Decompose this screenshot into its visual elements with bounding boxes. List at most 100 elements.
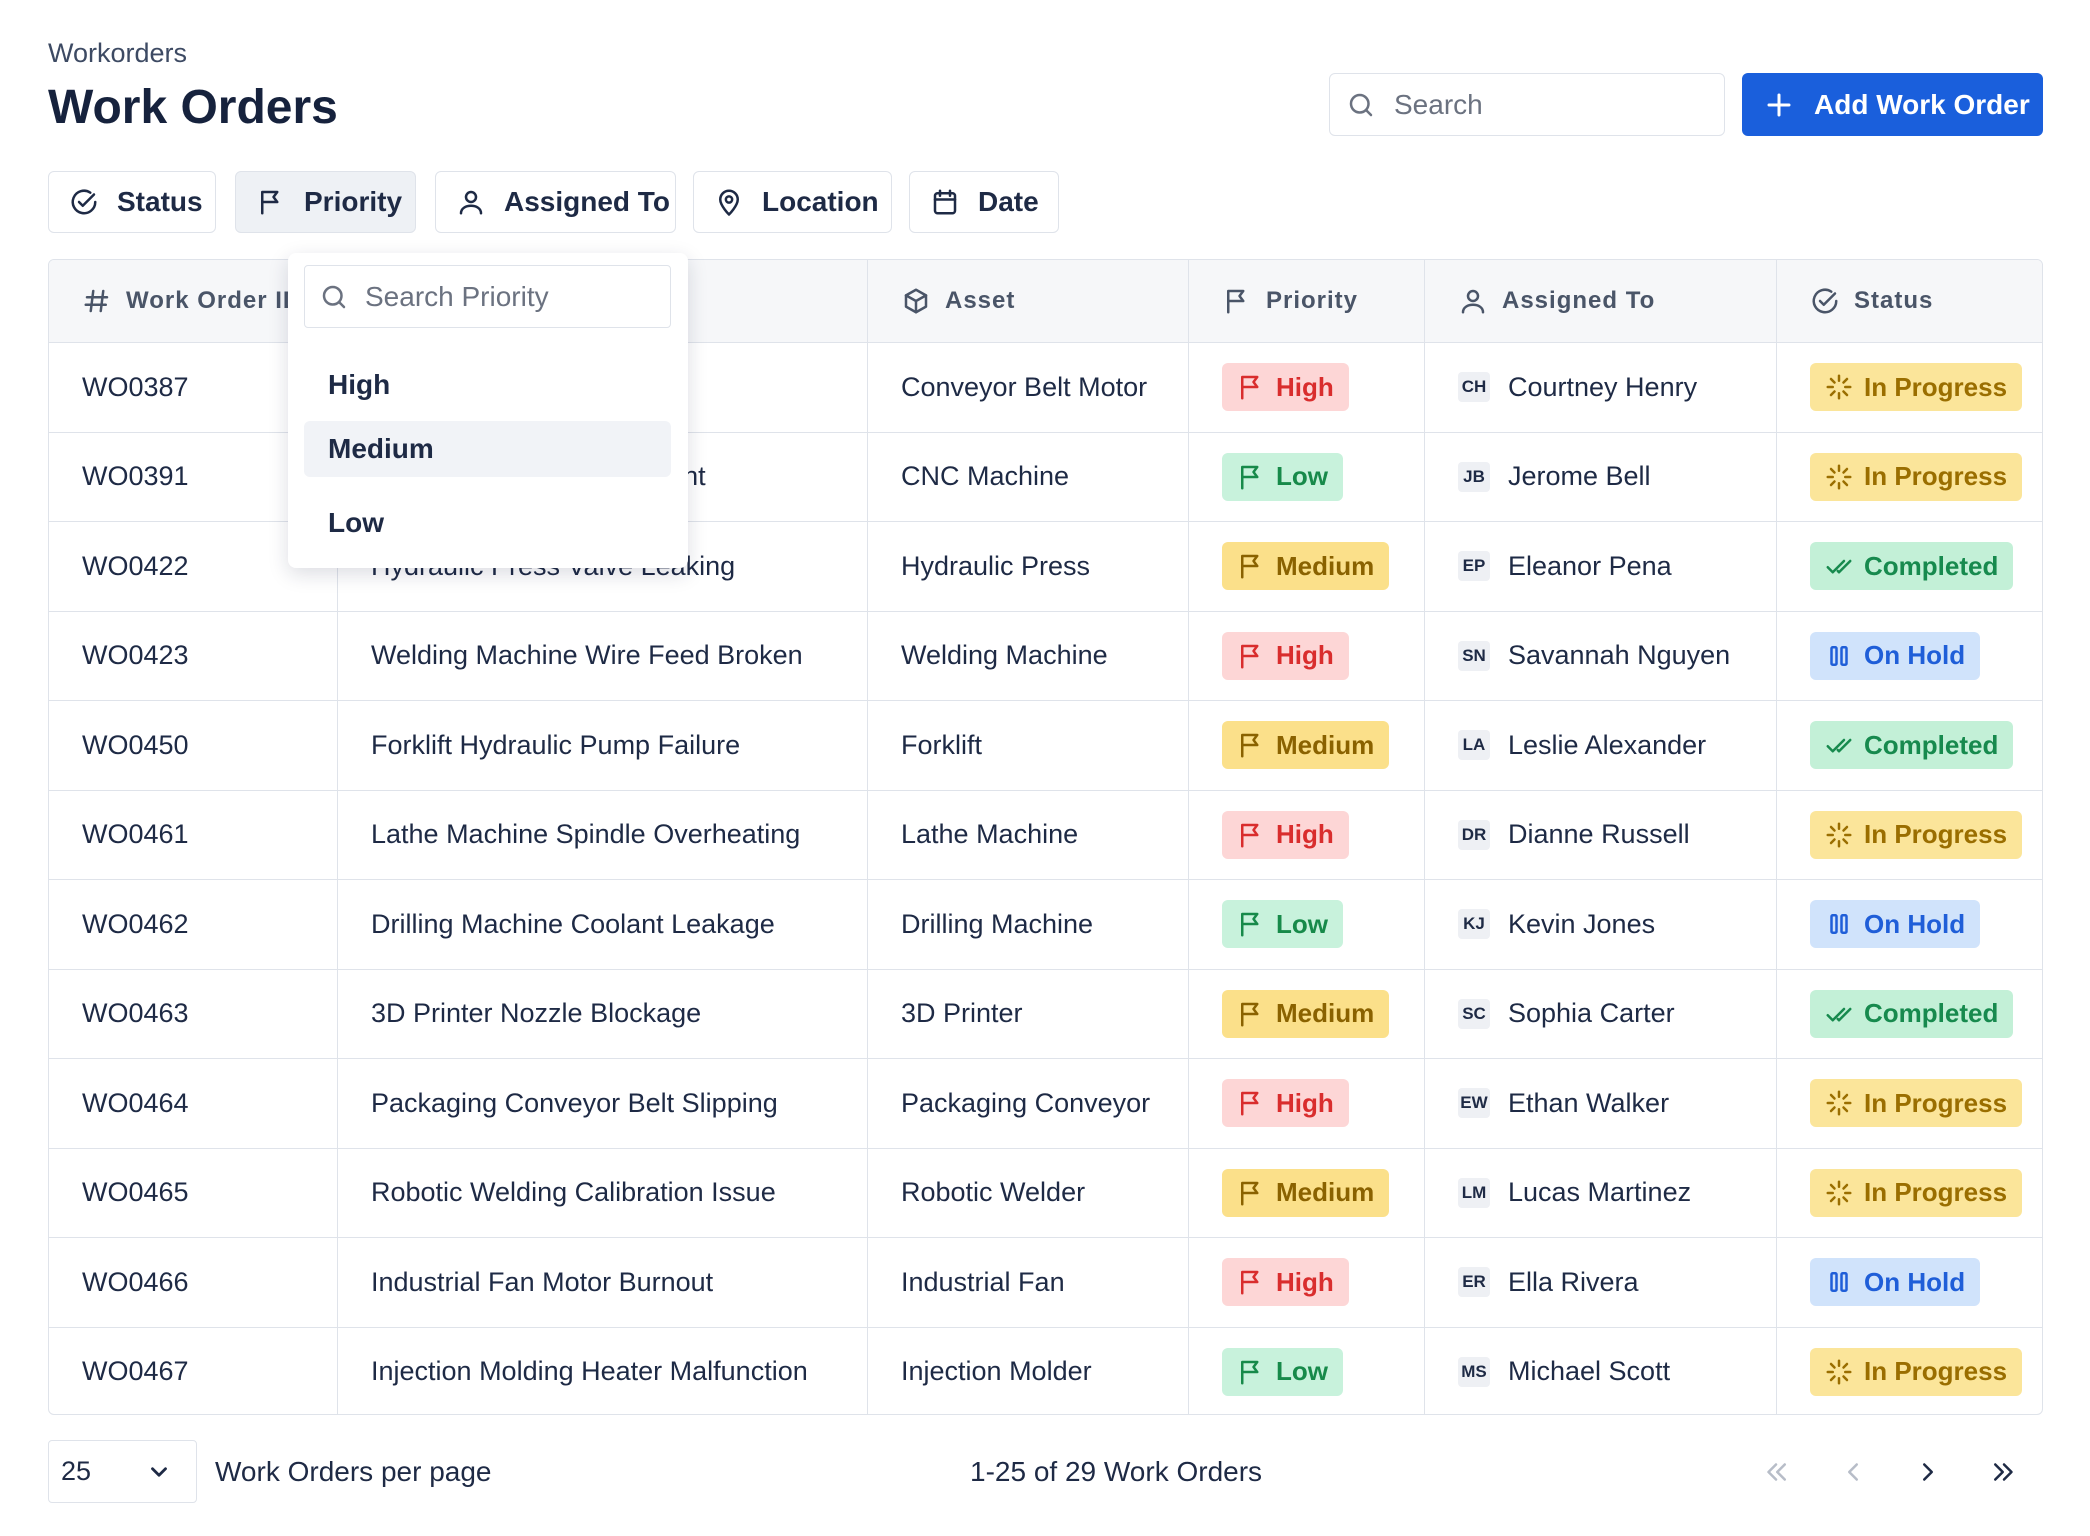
table-row[interactable]: WO0464 Packaging Conveyor Belt Slipping Pa… (49, 1058, 2042, 1148)
table-cell: In Progress (1777, 433, 2042, 522)
table-cell: EW Ethan Walker (1425, 1059, 1777, 1148)
dropdown-option[interactable]: High (328, 369, 391, 400)
table-cell: WO0464 (49, 1059, 338, 1148)
prev-page[interactable] (1838, 1457, 1868, 1487)
work-order-title: Industrial Fan Motor Burnout (371, 1266, 714, 1297)
breadcrumb[interactable]: Workorders (48, 38, 188, 68)
table-cell: SN Savannah Nguyen (1425, 611, 1777, 700)
table-cell: Completed (1777, 701, 2042, 790)
status-label: In Progress (1864, 461, 2008, 492)
table-cell: Low (1189, 1327, 1425, 1414)
assignee: Jerome Bell (1508, 461, 1651, 492)
table-cell: JB Jerome Bell (1425, 432, 1777, 521)
table-cell: On Hold (1777, 880, 2042, 969)
asset: Robotic Welder (901, 1177, 1086, 1208)
filter-button[interactable]: Location (693, 171, 892, 233)
table-row[interactable]: WO0466 Industrial Fan Motor Burnout Indust… (49, 1237, 2042, 1327)
avatar: DR (1458, 819, 1490, 850)
work-order-id: WO0450 (82, 729, 189, 760)
avatar: SC (1458, 998, 1490, 1029)
filter-label: Assigned To (504, 186, 670, 217)
table-cell: Medium (1189, 1148, 1425, 1237)
table-row[interactable]: WO0423 Welding Machine Wire Feed Broken We… (49, 610, 2042, 700)
dropdown-option[interactable]: Low (328, 507, 384, 538)
table-cell: Packaging Conveyor (868, 1059, 1189, 1148)
status-label: In Progress (1864, 1356, 2008, 1387)
asset: 3D Printer (901, 998, 1023, 1029)
table-row[interactable]: WO0463 3D Printer Nozzle Blockage 3D Print… (49, 968, 2042, 1058)
search-placeholder: Search (1394, 88, 1483, 120)
page-size-select[interactable]: 25 (48, 1440, 197, 1503)
table-cell: On Hold (1777, 1238, 2042, 1327)
column-header: Priority (1189, 260, 1425, 342)
work-order-id: WO0462 (82, 908, 189, 939)
table-cell: Lathe Machine (868, 790, 1189, 879)
filter-button[interactable]: Priority (235, 171, 416, 233)
table-row[interactable]: WO0465 Robotic Welding Calibration Issue R… (49, 1147, 2042, 1237)
dropdown-option[interactable]: Medium (304, 421, 671, 477)
column-header: Status (1777, 260, 2042, 342)
status-badge: In Progress (1810, 452, 2023, 501)
table-cell: Industrial Fan (868, 1238, 1189, 1327)
filter-button[interactable]: Status (48, 171, 216, 233)
assignee: Sophia Carter (1508, 998, 1675, 1029)
priority-badge: Medium (1222, 1168, 1390, 1217)
asset: Drilling Machine (901, 908, 1094, 939)
priority-badge: Low (1222, 452, 1343, 501)
filter-button[interactable]: Assigned To (435, 171, 676, 233)
asset: Welding Machine (901, 640, 1108, 671)
table-cell: LA Leslie Alexander (1425, 701, 1777, 790)
asset: Injection Molder (901, 1356, 1092, 1387)
table-row[interactable]: WO0467 Injection Molding Heater Malfuncti… (49, 1326, 2042, 1415)
status-label: Completed (1864, 998, 1999, 1029)
first-page[interactable] (1761, 1457, 1791, 1487)
page-range: 1-25 of 29 Work Orders (970, 1456, 1263, 1487)
table-cell: High (1189, 790, 1425, 879)
priority-badge: High (1222, 1258, 1349, 1307)
priority-label: Medium (1276, 550, 1375, 581)
table-cell: WO0467 (49, 1327, 338, 1414)
table-cell: In Progress (1777, 1328, 2042, 1415)
table-cell: In Progress (1777, 343, 2042, 432)
table-row[interactable]: WO0450 Forklift Hydraulic Pump Failure For… (49, 700, 2042, 790)
next-page[interactable] (1913, 1457, 1943, 1487)
table-cell: CNC Machine (868, 432, 1189, 521)
assignee: Lucas Martinez (1508, 1177, 1692, 1208)
priority-badge: High (1222, 363, 1349, 412)
table-cell: WO0463 (49, 969, 338, 1058)
priority-label: Medium (1276, 1177, 1375, 1208)
search-box[interactable]: Search (1329, 73, 1725, 136)
column-header: Asset (868, 260, 1189, 342)
dropdown-search[interactable]: Search Priority (304, 265, 671, 328)
column-header-label: Work Order ID (126, 287, 302, 314)
work-order-title: 3D Printer Nozzle Blockage (371, 998, 702, 1029)
assignee: Dianne Russell (1508, 819, 1690, 850)
status-label: Completed (1864, 729, 1999, 760)
table-row[interactable]: WO0461 Lathe Machine Spindle Overheating L… (49, 789, 2042, 879)
filter-button[interactable]: Date (909, 171, 1059, 233)
assignee: Leslie Alexander (1508, 729, 1707, 760)
priority-badge: Low (1222, 900, 1343, 949)
avatar: ER (1458, 1267, 1490, 1298)
avatar: SN (1458, 640, 1490, 671)
work-order-id: WO0391 (82, 461, 189, 492)
work-order-title: Robotic Welding Calibration Issue (371, 1177, 776, 1208)
status-badge: Completed (1810, 721, 2014, 770)
filter-label: Priority (304, 186, 403, 217)
table-cell: Injection Molder (868, 1327, 1189, 1414)
table-cell: Welding Machine (868, 611, 1189, 700)
add-button[interactable]: Add Work Order (1742, 73, 2043, 136)
filter-label: Date (978, 186, 1039, 217)
page-title: Work Orders (48, 81, 338, 134)
work-order-id: WO0467 (82, 1356, 189, 1387)
work-order-title: Forklift Hydraulic Pump Failure (371, 729, 741, 760)
asset: Packaging Conveyor (901, 1087, 1151, 1118)
status-badge: In Progress (1810, 1079, 2023, 1128)
avatar: EP (1458, 551, 1490, 582)
asset: Conveyor Belt Motor (901, 371, 1148, 402)
last-page[interactable] (1989, 1457, 2019, 1487)
table-row[interactable]: WO0462 Drilling Machine Coolant Leakage Dr… (49, 879, 2042, 969)
dropdown-search-placeholder: Search Priority (365, 280, 549, 312)
table-cell: Low (1189, 432, 1425, 521)
table-cell: ER Ella Rivera (1425, 1238, 1777, 1327)
